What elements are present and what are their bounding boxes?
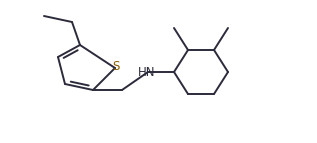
Text: HN: HN [138,66,156,80]
Text: S: S [112,59,120,73]
